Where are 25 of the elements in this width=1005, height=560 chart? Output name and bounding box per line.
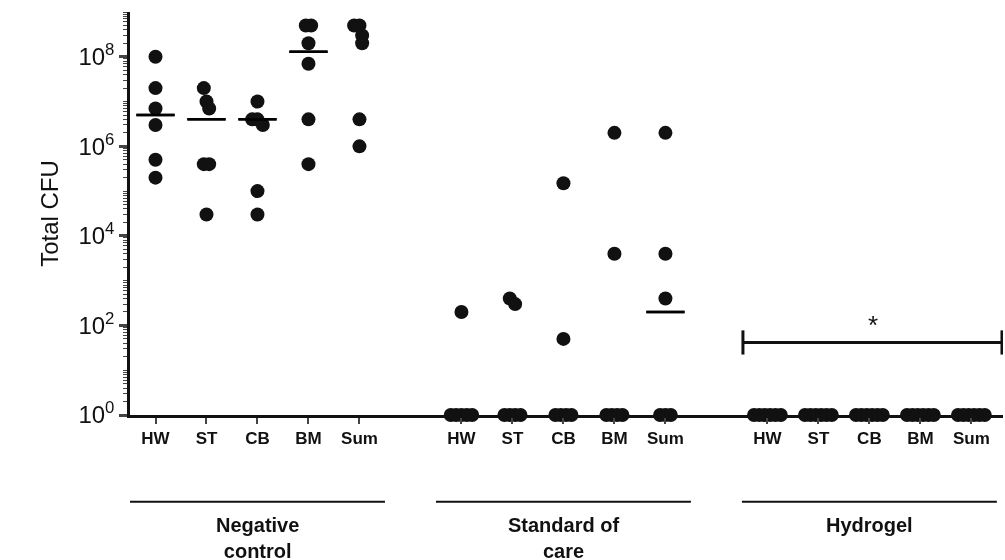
y-tick-label: 10$^{2}$ — [78, 308, 115, 339]
x-tick-label: HW — [753, 429, 783, 449]
x-tick-label: CB — [551, 429, 576, 449]
x-tick-label: HW — [141, 429, 171, 449]
y-tick-label: 10$^{4}$ — [78, 219, 115, 250]
text: Standard of care — [508, 514, 620, 560]
y-tick-label: 10$^{0}$ — [78, 398, 115, 429]
y-tick-label: 10$^{8}$ — [78, 40, 115, 71]
text: Hydrogel — [826, 514, 913, 536]
y-axis-title: Total CFU — [35, 160, 63, 267]
x-tick-label: Sum — [647, 429, 684, 449]
text: Negative control — [216, 514, 300, 560]
x-tick-label: ST — [501, 429, 524, 449]
x-tick-label: BM — [907, 429, 934, 449]
y-tick-label: 10$^{6}$ — [78, 129, 115, 160]
x-tick-label: ST — [807, 429, 830, 449]
x-tick-label: ST — [195, 429, 218, 449]
x-tick-label: Sum — [952, 429, 990, 449]
x-tick-label: BM — [295, 429, 322, 449]
annotation: * — [868, 310, 879, 340]
x-tick-label: Sum — [341, 429, 378, 449]
x-tick-label: CB — [245, 429, 270, 449]
x-tick-label: HW — [447, 429, 477, 449]
x-tick-label: CB — [857, 429, 882, 449]
x-tick-label: BM — [601, 429, 628, 449]
